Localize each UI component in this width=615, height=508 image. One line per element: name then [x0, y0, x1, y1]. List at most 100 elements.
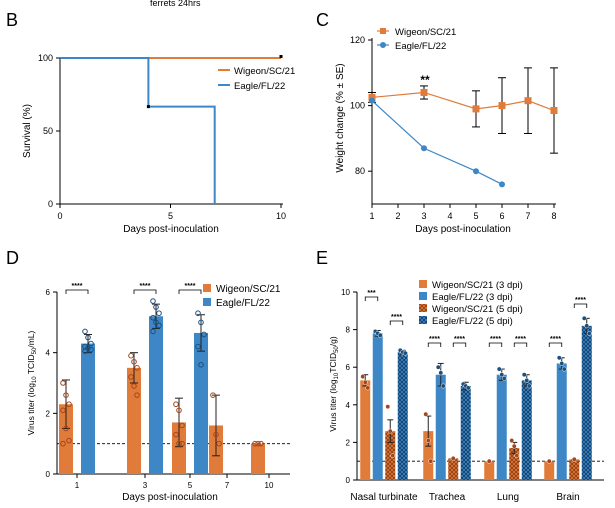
legend-label-wigeon: Wigeon/SC/21: [234, 66, 295, 77]
data-point-wigeon: [216, 440, 222, 447]
significance-bracket: [65, 289, 89, 294]
data-point-wigeon: [128, 374, 134, 380]
data-point-wigeon: [252, 440, 258, 447]
data-point-wigeon-5dpi: [571, 456, 577, 462]
data-point-wigeon: [550, 107, 558, 115]
x-tick-label: 3: [143, 481, 148, 490]
data-point-eagle: [195, 310, 201, 317]
data-point-eagle: [195, 343, 201, 350]
y-tick-label: 6: [46, 288, 51, 297]
x-category-label: Lung: [497, 492, 519, 503]
legend-label-wigeon-3dpi: Wigeon/SC/21 (3 dpi): [432, 280, 523, 291]
data-point-eagle: [150, 328, 156, 335]
y-tick-label: 120: [350, 35, 365, 45]
significance-bracket: [389, 320, 404, 325]
data-point-wigeon: [66, 401, 72, 408]
y-tick-label: 8: [346, 326, 351, 335]
significance-label: ****: [550, 336, 561, 343]
data-point-wigeon-5dpi: [511, 443, 517, 449]
y-tick-label: 4: [346, 401, 351, 410]
data-point-eagle: [421, 145, 427, 152]
survival-line-eagle: [60, 57, 216, 204]
y-axis-label: Weight change (% ± SE): [335, 63, 346, 172]
data-point-wigeon-3dpi: [365, 385, 371, 391]
data-point-wigeon: [258, 440, 264, 447]
y-tick-label: 6: [346, 363, 351, 372]
y-tick-label: 80: [355, 166, 365, 176]
data-point-wigeon: [173, 431, 179, 438]
bar-wigeon-5dpi: [385, 431, 396, 480]
x-category-label: Trachea: [429, 492, 466, 503]
significance-label: ****: [140, 283, 151, 290]
bar-wigeon: [251, 443, 265, 474]
data-point-eagle: [153, 319, 159, 326]
legend-swatch-wigeon-5dpi: [419, 304, 427, 312]
data-point-wigeon-5dpi: [450, 455, 456, 461]
data-point-eagle-3dpi: [377, 332, 383, 338]
data-point-wigeon: [179, 422, 185, 429]
x-tick-label: 1: [75, 481, 80, 490]
bar-eagle-3dpi: [556, 363, 567, 480]
x-tick-label: 10: [265, 481, 274, 490]
data-point-wigeon-3dpi: [486, 458, 492, 464]
panel-letter-b: B: [6, 10, 18, 30]
x-tick-label: 6: [499, 211, 504, 221]
titer-tissue-chart: 0 2 4 6 8 10 Nasal turbinate Trachea Lung Brain *…: [328, 280, 604, 503]
data-point-eagle: [198, 362, 204, 368]
bar-eagle-5dpi: [460, 386, 471, 480]
data-point-eagle: [499, 181, 505, 188]
significance-label: ***: [367, 290, 375, 297]
data-point-wigeon: [368, 93, 376, 101]
legend-label-eagle-3dpi: Eagle/FL/22 (3 dpi): [432, 292, 513, 303]
y-tick-label: 50: [43, 126, 53, 136]
data-point-wigeon: [134, 392, 140, 398]
data-point-eagle-3dpi: [496, 366, 502, 372]
significance-label: ****: [72, 283, 83, 290]
data-point-wigeon-3dpi: [423, 411, 429, 417]
bar-wigeon-5dpi: [448, 458, 459, 480]
bar-eagle: [81, 343, 95, 474]
data-point-eagle-3dpi: [438, 370, 444, 376]
legend-swatch-wigeon: [203, 284, 211, 292]
y-tick-label: 0: [46, 470, 51, 479]
panel-letter-d: D: [6, 248, 19, 268]
bar-eagle-5dpi: [581, 325, 592, 480]
x-tick-label: 8: [551, 211, 556, 221]
bar-eagle: [149, 316, 163, 474]
bar-eagle-5dpi: [521, 380, 532, 480]
data-point-eagle-5dpi: [586, 330, 592, 336]
bar-eagle-5dpi: [397, 352, 408, 480]
data-point-eagle-3dpi: [435, 364, 441, 370]
significance-bracket: [548, 342, 563, 347]
y-tick-label: 2: [346, 438, 351, 447]
data-point-wigeon: [60, 407, 66, 414]
data-point-eagle-5dpi: [465, 385, 471, 391]
data-point-wigeon: [179, 440, 185, 447]
legend-label-wigeon-5dpi: Wigeon/SC/21 (5 dpi): [432, 304, 523, 315]
data-point-eagle-5dpi: [584, 323, 590, 329]
bar-eagle-3dpi: [372, 333, 383, 480]
significance-label: ****: [575, 297, 586, 304]
data-point-wigeon: [472, 105, 480, 113]
x-tick-label: 2: [395, 211, 400, 221]
data-point-wigeon: [131, 358, 137, 365]
x-tick-label: 4: [447, 211, 452, 221]
data-point-wigeon: [173, 401, 179, 408]
censor-mark: [279, 55, 283, 58]
weight-line-wigeon: [371, 91, 555, 112]
survival-chart: 0 50 100 0 5 10 Survival (%) Days post-inocul…: [22, 53, 295, 235]
y-tick-label: 0: [346, 476, 351, 485]
legend-label-eagle: Eagle/FL/22: [216, 298, 270, 309]
legend-label-eagle: Eagle/FL/22: [395, 41, 446, 52]
data-point-eagle-5dpi: [581, 315, 587, 321]
x-category-label: Brain: [556, 492, 579, 503]
data-point-eagle: [473, 168, 479, 175]
bar-eagle-3dpi: [435, 374, 446, 480]
legend-swatch-wigeon-3dpi: [419, 280, 427, 288]
data-point-wigeon: [60, 380, 66, 386]
bar-wigeon-3dpi: [544, 461, 555, 480]
y-tick-label: 0: [48, 199, 53, 209]
data-point-eagle: [150, 314, 156, 321]
